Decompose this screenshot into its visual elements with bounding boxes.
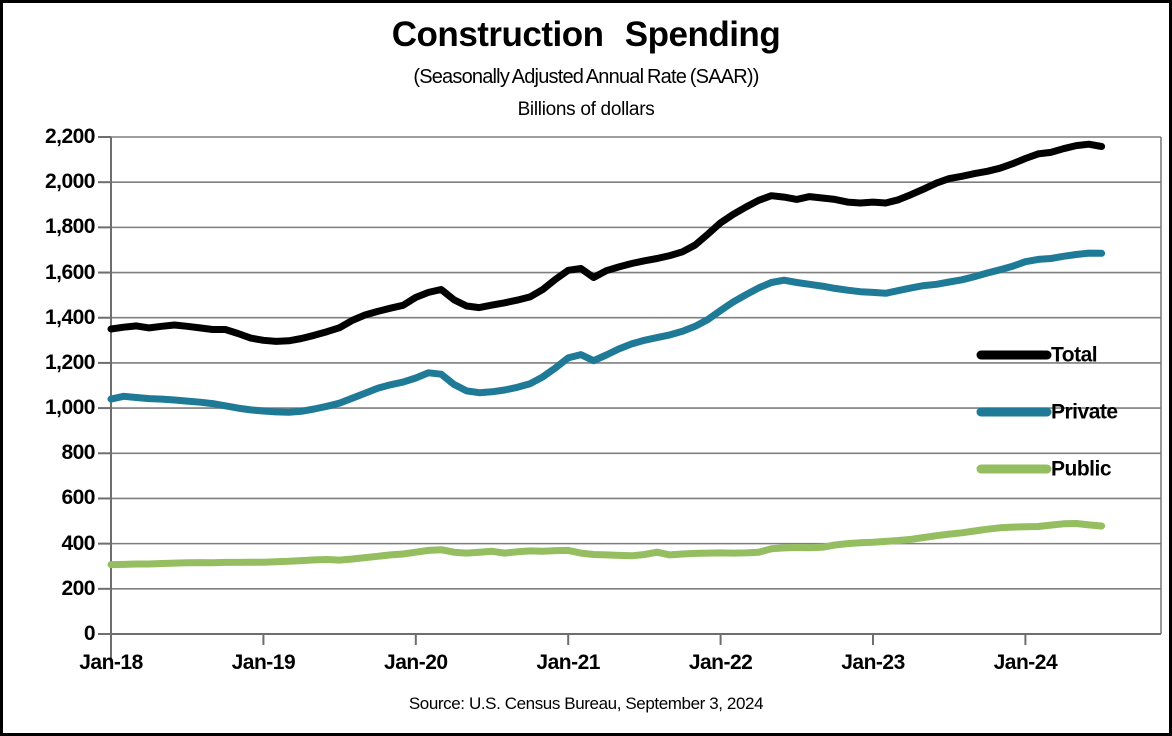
x-tick-label: Jan-24 [993,651,1058,674]
page-title: Construction Spending [391,15,781,54]
x-tick-label: Jan-18 [79,651,143,674]
y-tick-label: 2,200 [44,125,96,148]
y-tick-label: 1,800 [44,215,96,239]
series-line-total [107,140,1106,345]
x-tick-label: Jan-19 [231,651,296,674]
y-tick-label: 200 [61,576,95,600]
plot-area: Total Private Public [98,136,1162,662]
legend-label-total: Total [1051,344,1097,367]
source-note: Source: U.S. Census Bureau, September 3,… [408,694,764,713]
legend-label-private: Private [1051,401,1118,424]
series-line-private [107,249,1106,416]
y-tick-label: 1,000 [44,396,96,420]
series-line-public [107,520,1106,569]
y-tick-label: 1,200 [44,350,96,374]
y-tick-label: 400 [61,531,95,555]
y-tick-label: 600 [61,486,95,510]
y-tick-label: 1,600 [44,260,96,284]
chart-units-label: Billions of dollars [517,99,655,120]
x-tick-label: Jan-20 [384,651,448,674]
y-tick-label: 1,400 [44,305,96,329]
chart-subtitle: (Seasonally Adjusted Annual Rate (SAAR)) [413,66,759,88]
y-tick-label: 0 [83,622,96,645]
x-tick-label: Jan-23 [841,651,905,674]
x-tick-label: Jan-21 [536,651,600,674]
line-chart-svg: Total Private Public [98,136,1162,662]
y-tick-label: 800 [61,441,95,465]
legend-label-public: Public [1051,458,1112,481]
x-tick-label: Jan-22 [688,651,753,674]
y-tick-label: 2,000 [44,170,96,194]
